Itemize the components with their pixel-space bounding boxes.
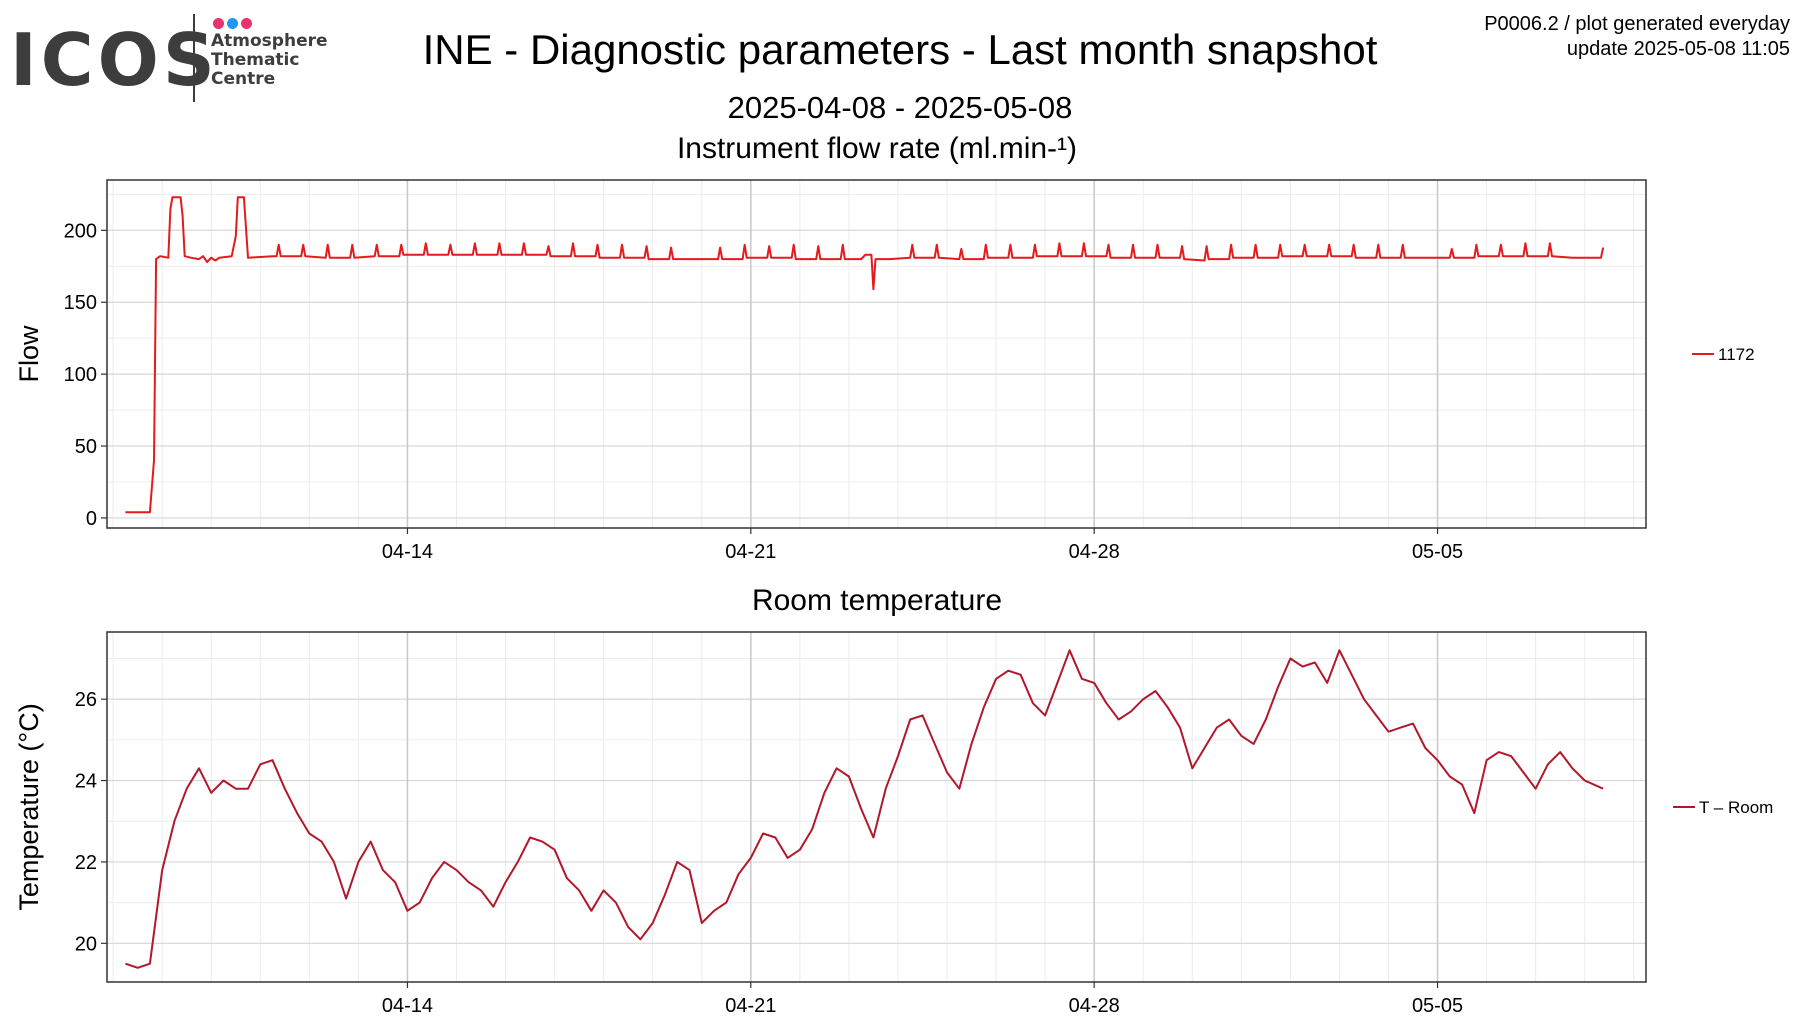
y-tick-label: 24 [75, 771, 97, 793]
x-tick-label: 04-28 [1069, 541, 1120, 563]
temperature-chart: 20 22 24 26 04-14 04-21 04-28 05-05 T – Room Temp… [14, 631, 1773, 1017]
logo-sub-line: Atmosphere [211, 31, 328, 51]
x-tick-label: 04-21 [725, 541, 776, 563]
x-tick-label: 04-14 [382, 995, 433, 1017]
legend-label: T – Room [1699, 798, 1773, 817]
logo-dot [241, 18, 252, 29]
x-tick-label: 05-05 [1412, 995, 1463, 1017]
logo-wordmark: ICOS [10, 18, 219, 102]
logo-sub-line: Centre [211, 69, 276, 89]
series-line [125, 649, 1604, 969]
logo-subtitle: Atmosphere Thematic Centre [211, 32, 328, 89]
y-tick-label: 200 [64, 220, 97, 242]
update-timestamp: update 2025-05-08 11:05 [1566, 38, 1790, 60]
x-tick-label: 04-14 [382, 541, 433, 563]
icos-logo: ICOS Atmosphere Thematic Centre [10, 14, 330, 106]
plot-id-text: P0006.2 / plot generated everyday [1484, 13, 1790, 35]
x-tick-label: 04-28 [1069, 995, 1120, 1017]
series-line [125, 196, 1605, 514]
x-tick-label: 05-05 [1412, 541, 1463, 563]
plot-border [106, 179, 1647, 529]
page-title: INE - Diagnostic parameters - Last month… [422, 26, 1378, 73]
y-tick-label: 100 [64, 364, 97, 386]
y-tick-label: 22 [75, 852, 97, 874]
temperature-chart-title: Room temperature [751, 584, 1003, 617]
flow-chart: 0 50 100 150 200 04-14 04-21 04-28 05-05 1172 Flow [14, 179, 1755, 563]
y-tick-label: 20 [75, 933, 97, 955]
y-tick-label: 26 [75, 689, 97, 711]
plot-border [106, 631, 1647, 983]
x-tick-label: 04-21 [725, 995, 776, 1017]
y-tick-label: 0 [86, 508, 97, 530]
y-axis-label: Flow [14, 325, 44, 383]
y-tick-label: 150 [64, 292, 97, 314]
update-info: P0006.2 / plot generated everyday update… [1484, 12, 1790, 62]
y-axis-label: Temperature (°C) [14, 703, 44, 910]
logo-dots-icon [213, 16, 255, 34]
logo-sub-line: Thematic [211, 50, 300, 70]
logo-dot [227, 18, 238, 29]
page-subtitle: 2025-04-08 - 2025-05-08 [727, 90, 1073, 125]
flow-chart-title: Instrument flow rate (ml.min-¹) [676, 132, 1078, 165]
y-tick-label: 50 [75, 436, 97, 458]
logo-dot [213, 18, 224, 29]
logo-divider [193, 14, 195, 102]
legend-label: 1172 [1718, 345, 1755, 364]
